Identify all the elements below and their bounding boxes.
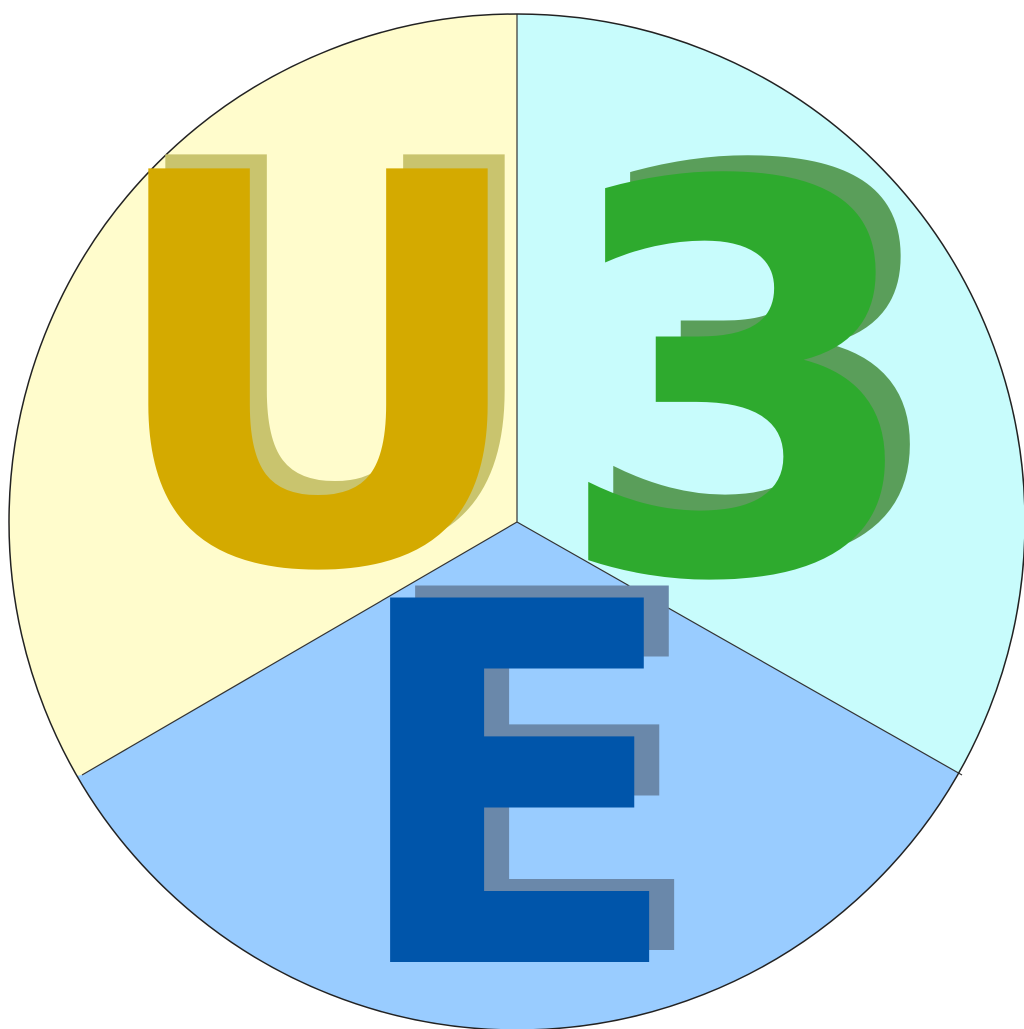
logo: U U 3 3 E E: [0, 0, 1024, 1029]
letter: E: [344, 498, 686, 1029]
page: U U 3 3 E E (() => { const data = JSON.p…: [0, 0, 1024, 1029]
